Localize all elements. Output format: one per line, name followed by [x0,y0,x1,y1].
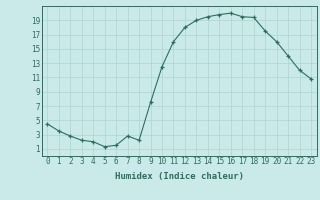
X-axis label: Humidex (Indice chaleur): Humidex (Indice chaleur) [115,172,244,181]
